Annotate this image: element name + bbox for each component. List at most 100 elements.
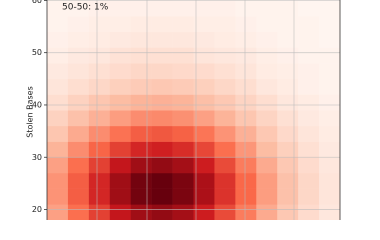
heat-cell: [47, 141, 69, 158]
heat-cell: [214, 141, 236, 158]
heat-cell: [193, 94, 215, 111]
heat-cell: [256, 141, 278, 158]
heat-cell: [256, 188, 278, 205]
heat-cell: [277, 16, 299, 33]
heat-cell: [298, 110, 320, 127]
heat-cell: [130, 110, 152, 127]
heat-cell: [256, 0, 278, 17]
heat-cell: [193, 31, 215, 48]
heat-cell: [130, 125, 152, 142]
heat-cell: [130, 157, 152, 174]
heat-cell: [214, 204, 236, 220]
heat-cell: [172, 125, 194, 142]
heat-cell: [319, 188, 341, 205]
heat-cell: [151, 31, 173, 48]
heat-cell: [277, 188, 299, 205]
heat-cell: [214, 125, 236, 142]
heat-cell: [88, 110, 111, 127]
heat-cell: [109, 16, 132, 33]
heat-cell: [47, 188, 69, 205]
heat-cell: [151, 141, 173, 158]
heat-cell: [193, 16, 215, 33]
heat-cell: [109, 47, 132, 64]
heat-cell: [47, 16, 69, 33]
heat-cell: [88, 63, 111, 80]
heat-cell: [298, 31, 320, 48]
heat-cell: [109, 188, 132, 205]
heat-cell: [151, 47, 173, 64]
heat-cell: [214, 0, 236, 17]
heat-cell: [151, 94, 173, 111]
heat-cell: [109, 141, 132, 158]
heat-cell: [172, 141, 194, 158]
heat-cell: [235, 125, 257, 142]
heat-cell: [214, 172, 236, 189]
heat-cell: [151, 125, 173, 142]
heat-cell: [319, 16, 341, 33]
heat-cell: [88, 94, 111, 111]
heat-cell: [151, 78, 173, 95]
heat-cell: [214, 63, 236, 80]
heat-cell: [88, 172, 111, 189]
heat-cell: [319, 63, 341, 80]
heat-cell: [193, 63, 215, 80]
heat-cell: [235, 94, 257, 111]
heat-cell: [235, 47, 257, 64]
heat-cell: [172, 78, 194, 95]
heat-cell: [256, 63, 278, 80]
heat-cell: [130, 172, 152, 189]
heat-cell: [193, 125, 215, 142]
heat-cell: [47, 0, 69, 17]
heat-cell: [172, 172, 194, 189]
heat-cell: [109, 157, 132, 174]
heat-cell: [319, 78, 341, 95]
heat-cell: [277, 63, 299, 80]
heat-cell: [193, 188, 215, 205]
heat-cell: [130, 0, 152, 17]
heat-cell: [47, 204, 69, 220]
heat-cell: [277, 0, 299, 17]
heat-cell: [88, 47, 111, 64]
heat-cell: [67, 157, 90, 174]
heat-cell: [130, 94, 152, 111]
heat-cell: [130, 78, 152, 95]
heat-cell: [298, 0, 320, 17]
heat-cell: [298, 204, 320, 220]
heat-cell: [193, 110, 215, 127]
y-tick-label: 30: [32, 153, 42, 162]
heat-cell: [109, 78, 132, 95]
heat-cell: [214, 16, 236, 33]
heat-cell: [67, 0, 90, 17]
heat-cell: [151, 172, 173, 189]
heat-cell: [151, 188, 173, 205]
heat-cell: [109, 0, 132, 17]
heat-cell: [109, 172, 132, 189]
heat-cell: [67, 16, 90, 33]
heat-cell: [130, 63, 152, 80]
heat-cell: [319, 204, 341, 220]
heat-cell: [298, 188, 320, 205]
heat-cell: [130, 31, 152, 48]
heat-cell: [67, 204, 90, 220]
heat-cell: [67, 141, 90, 158]
heat-cell: [151, 110, 173, 127]
heat-cell: [172, 63, 194, 80]
heat-cell: [67, 110, 90, 127]
heat-cell: [172, 47, 194, 64]
heat-cell: [214, 188, 236, 205]
heat-cell: [277, 141, 299, 158]
heat-cell: [193, 204, 215, 220]
heat-cell: [277, 78, 299, 95]
heatmap-cells: [47, 0, 341, 220]
heat-cell: [67, 63, 90, 80]
heat-cell: [235, 157, 257, 174]
heat-cell: [235, 172, 257, 189]
heat-cell: [47, 31, 69, 48]
heat-cell: [130, 16, 152, 33]
heat-cell: [151, 0, 173, 17]
heat-cell: [298, 63, 320, 80]
heat-cell: [214, 78, 236, 95]
heat-cell: [298, 94, 320, 111]
heat-cell: [88, 78, 111, 95]
heat-cell: [235, 0, 257, 17]
